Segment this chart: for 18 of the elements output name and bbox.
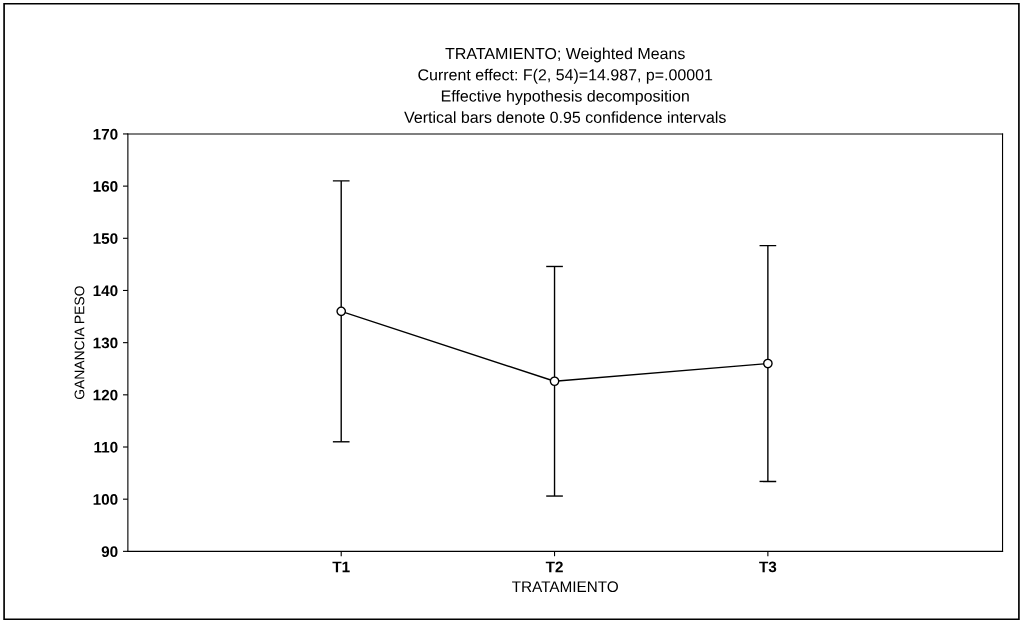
y-tick-label: 140 bbox=[93, 285, 118, 297]
y-tick-label: 170 bbox=[93, 128, 118, 140]
y-tick-label: 90 bbox=[101, 546, 118, 558]
y-tick-label: 100 bbox=[93, 494, 118, 505]
y-tick-label: 130 bbox=[93, 337, 118, 349]
chart-title: TRATAMIENTO; Weighted Means Current effect: F(2, 54)=14.987, p=.00001 Effective hypothesis decomposition Vertical bars denote 0.95 confidence intervals bbox=[404, 47, 726, 123]
y-axis-title: GANANCIA PESO bbox=[74, 286, 85, 400]
x-tick-label: T1 bbox=[332, 561, 350, 573]
y-tick-label: 120 bbox=[93, 389, 118, 401]
x-axis-title: TRATAMIENTO bbox=[512, 581, 618, 593]
x-tick-label: T2 bbox=[545, 561, 563, 573]
y-tick-label: 150 bbox=[93, 233, 118, 244]
x-tick-label: T3 bbox=[759, 561, 777, 573]
y-tick-label: 160 bbox=[93, 180, 118, 192]
point bbox=[549, 376, 560, 387]
point bbox=[763, 358, 773, 369]
y-tick-label: 110 bbox=[94, 441, 118, 453]
point bbox=[336, 306, 347, 317]
